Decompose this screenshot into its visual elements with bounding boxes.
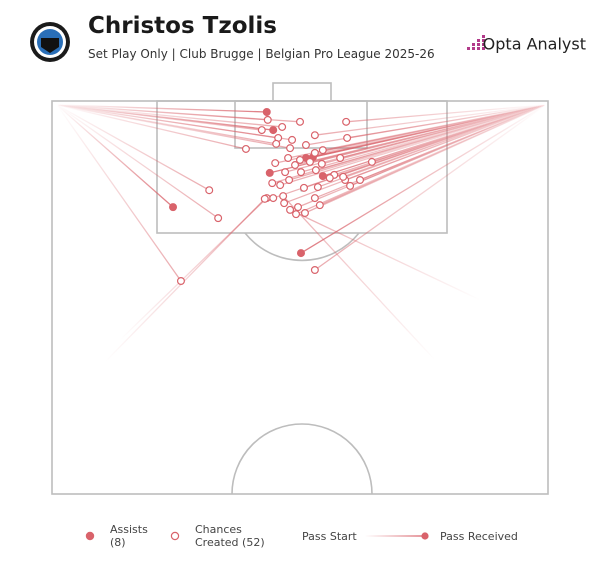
chance-point	[317, 159, 326, 168]
legend	[85, 531, 429, 541]
pass-line	[314, 104, 546, 271]
chance-point	[276, 181, 285, 190]
pass-line	[346, 104, 546, 123]
chart-title: Christos Tzolis	[88, 13, 277, 39]
pass-line	[56, 104, 283, 128]
chance-point	[286, 205, 295, 214]
chance-point	[310, 131, 319, 140]
brand: Opta Analyst	[483, 35, 586, 54]
chance-point	[294, 203, 303, 212]
chance-point	[271, 159, 280, 168]
chance-point	[311, 166, 320, 175]
pass-line	[300, 104, 546, 254]
pass-line	[56, 104, 182, 282]
chance-point	[296, 155, 305, 164]
chance-point	[272, 139, 281, 148]
chance-point	[343, 133, 352, 142]
chance-point	[285, 175, 294, 184]
chance-point	[299, 183, 308, 192]
legend-marker	[85, 531, 95, 541]
pass-line	[56, 104, 293, 141]
pass-line	[349, 104, 546, 187]
pass-line	[342, 104, 546, 178]
pass-line	[56, 104, 210, 191]
chance-point	[292, 210, 301, 219]
chance-point	[263, 115, 272, 124]
chance-point	[367, 157, 376, 166]
pass-line	[56, 104, 262, 131]
chance-point	[310, 265, 319, 274]
chance-point	[268, 179, 277, 188]
chance-point	[305, 157, 314, 166]
chance-point	[296, 168, 305, 177]
pass-line	[309, 104, 546, 163]
assist-point	[296, 249, 305, 258]
pass-line	[56, 104, 267, 113]
assist-point	[318, 172, 327, 181]
chance-point	[313, 183, 322, 192]
pass-line	[56, 104, 174, 208]
chance-point	[291, 161, 300, 170]
legend-marker	[170, 531, 180, 541]
chance-point	[241, 144, 250, 153]
legend-start: Pass Start	[302, 530, 357, 543]
assist-point	[269, 126, 278, 135]
chance-point	[257, 126, 266, 135]
chance-point	[300, 209, 309, 218]
pass-line	[289, 209, 481, 301]
chance-point	[310, 194, 319, 203]
chance-point	[176, 276, 185, 285]
pass-line	[282, 195, 436, 361]
chance-point	[286, 144, 295, 153]
chance-point	[296, 117, 305, 126]
pass-line	[283, 104, 546, 204]
chance-point	[281, 168, 290, 177]
chance-point	[288, 135, 297, 144]
chance-point	[325, 174, 334, 183]
chart-subtitle: Set Play Only | Club Brugge | Belgian Pr…	[88, 47, 435, 61]
brand-icon	[467, 35, 485, 50]
pass-line	[56, 104, 268, 121]
pass-line	[304, 104, 546, 214]
legend-label: Assists (8)	[110, 523, 148, 549]
pitch	[51, 82, 549, 495]
chance-point	[279, 192, 288, 201]
pass-line	[56, 104, 219, 219]
chance-point	[346, 181, 355, 190]
chance-point	[214, 214, 223, 223]
chance-point	[205, 186, 214, 195]
pass-line	[275, 104, 546, 164]
chance-point	[342, 117, 351, 126]
chance-point	[339, 172, 348, 181]
chance-point	[315, 201, 324, 210]
passes	[56, 104, 546, 363]
legend-end: Pass Received	[440, 530, 518, 543]
assist-point	[262, 108, 271, 117]
pass-line	[104, 198, 266, 363]
assist-point	[169, 203, 178, 212]
pass-line	[56, 104, 277, 145]
chance-point	[310, 148, 319, 157]
legend-label: Chances Created (52)	[195, 523, 265, 549]
chance-point	[318, 146, 327, 155]
chance-point	[284, 153, 293, 162]
chance-point	[280, 199, 289, 208]
pass-line	[315, 104, 546, 171]
chance-point	[278, 122, 287, 131]
pass-line	[56, 104, 247, 150]
chance-point	[260, 194, 269, 203]
chance-point	[269, 194, 278, 203]
chance-point	[356, 175, 365, 184]
chance-point	[301, 141, 310, 150]
club-badge	[30, 22, 70, 62]
legend-marker	[421, 532, 429, 540]
chance-point	[336, 153, 345, 162]
assist-point	[265, 168, 274, 177]
pass-line	[314, 104, 546, 136]
